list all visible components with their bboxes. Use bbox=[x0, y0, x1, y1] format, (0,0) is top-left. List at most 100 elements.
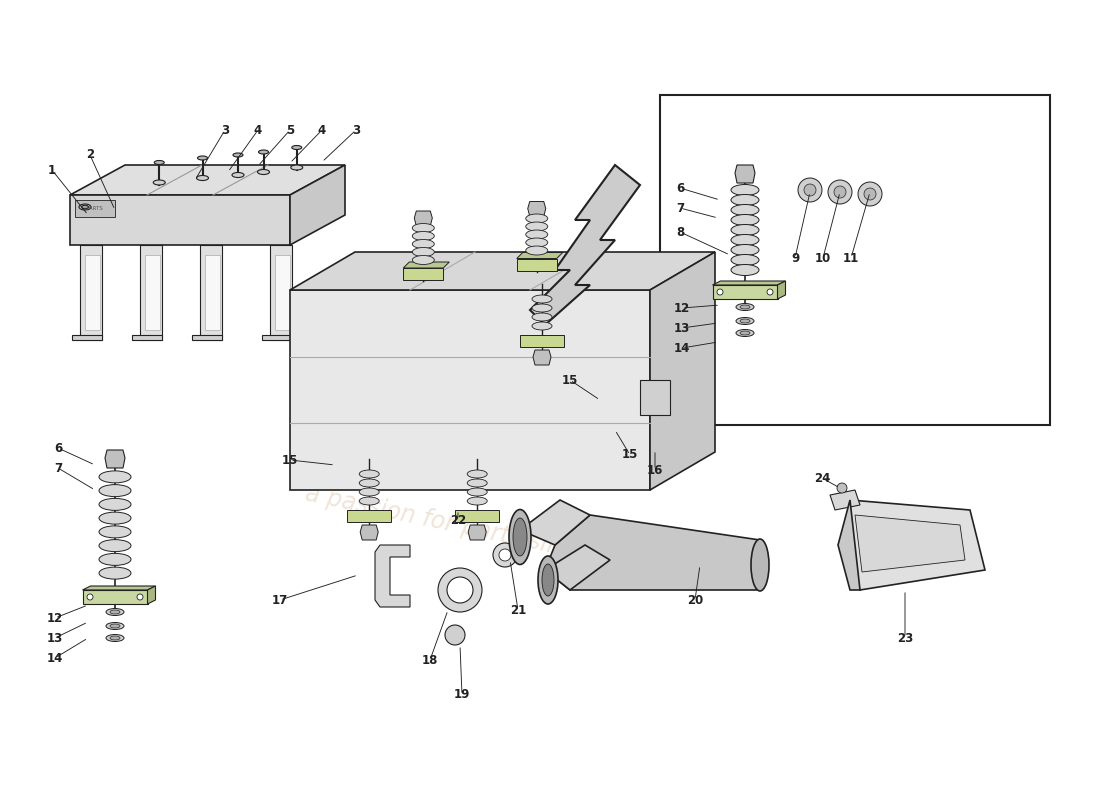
Text: 15: 15 bbox=[282, 454, 298, 466]
Ellipse shape bbox=[542, 564, 554, 596]
Circle shape bbox=[438, 568, 482, 612]
Ellipse shape bbox=[99, 471, 131, 483]
Text: 16: 16 bbox=[647, 463, 663, 477]
Polygon shape bbox=[850, 500, 984, 590]
Ellipse shape bbox=[110, 636, 120, 640]
Polygon shape bbox=[517, 258, 557, 270]
Ellipse shape bbox=[532, 304, 552, 312]
Bar bbox=[80, 245, 102, 340]
Text: 12: 12 bbox=[674, 302, 690, 314]
Ellipse shape bbox=[468, 479, 487, 487]
Circle shape bbox=[837, 483, 847, 493]
Bar bbox=[205, 255, 220, 330]
Ellipse shape bbox=[526, 222, 548, 231]
Polygon shape bbox=[415, 211, 432, 226]
Ellipse shape bbox=[106, 622, 124, 630]
Ellipse shape bbox=[153, 180, 165, 185]
Ellipse shape bbox=[257, 170, 270, 174]
Ellipse shape bbox=[526, 214, 548, 223]
Ellipse shape bbox=[538, 556, 558, 604]
Polygon shape bbox=[778, 281, 785, 299]
Polygon shape bbox=[713, 285, 778, 299]
Circle shape bbox=[717, 289, 723, 295]
Text: 12: 12 bbox=[47, 611, 63, 625]
Polygon shape bbox=[735, 165, 755, 183]
Text: 13: 13 bbox=[47, 631, 63, 645]
Bar bbox=[262, 335, 292, 340]
Bar bbox=[140, 245, 162, 340]
Ellipse shape bbox=[106, 634, 124, 642]
Text: a passion for parts since 1985: a passion for parts since 1985 bbox=[302, 481, 657, 579]
Ellipse shape bbox=[292, 146, 301, 150]
Polygon shape bbox=[534, 350, 551, 365]
Polygon shape bbox=[544, 515, 760, 590]
Text: 6: 6 bbox=[54, 442, 62, 454]
Polygon shape bbox=[348, 510, 392, 522]
Text: 6: 6 bbox=[675, 182, 684, 194]
Ellipse shape bbox=[509, 510, 531, 565]
Circle shape bbox=[493, 543, 517, 567]
Text: 3: 3 bbox=[352, 123, 360, 137]
Ellipse shape bbox=[732, 234, 759, 246]
Text: 22: 22 bbox=[450, 514, 466, 526]
Polygon shape bbox=[404, 268, 443, 280]
Ellipse shape bbox=[532, 295, 552, 303]
Text: 15: 15 bbox=[621, 449, 638, 462]
Ellipse shape bbox=[732, 254, 759, 266]
Text: 2: 2 bbox=[86, 149, 95, 162]
Polygon shape bbox=[104, 450, 125, 468]
Ellipse shape bbox=[751, 539, 769, 591]
Ellipse shape bbox=[81, 206, 88, 209]
Text: 1: 1 bbox=[48, 163, 56, 177]
Ellipse shape bbox=[526, 230, 548, 239]
Ellipse shape bbox=[99, 526, 131, 538]
Ellipse shape bbox=[99, 554, 131, 566]
Ellipse shape bbox=[736, 330, 754, 337]
Text: 3: 3 bbox=[221, 123, 229, 137]
Bar bbox=[132, 335, 162, 340]
Polygon shape bbox=[290, 165, 345, 245]
Polygon shape bbox=[290, 252, 715, 290]
Polygon shape bbox=[640, 380, 670, 415]
Ellipse shape bbox=[290, 165, 303, 170]
Text: 13: 13 bbox=[674, 322, 690, 334]
Polygon shape bbox=[360, 525, 378, 540]
Ellipse shape bbox=[468, 470, 487, 478]
Ellipse shape bbox=[412, 247, 434, 257]
Bar bbox=[200, 245, 222, 340]
Polygon shape bbox=[82, 590, 147, 604]
Text: 19: 19 bbox=[454, 689, 470, 702]
Ellipse shape bbox=[360, 470, 379, 478]
Ellipse shape bbox=[532, 322, 552, 330]
Text: 4: 4 bbox=[254, 123, 262, 137]
Ellipse shape bbox=[526, 246, 548, 255]
Polygon shape bbox=[455, 510, 499, 522]
Polygon shape bbox=[70, 195, 290, 245]
Text: eurobahn
parts: eurobahn parts bbox=[355, 296, 745, 444]
Ellipse shape bbox=[258, 150, 268, 154]
Ellipse shape bbox=[99, 567, 131, 579]
Circle shape bbox=[767, 289, 773, 295]
Polygon shape bbox=[713, 281, 785, 285]
Bar bbox=[145, 255, 160, 330]
Circle shape bbox=[499, 549, 512, 561]
Ellipse shape bbox=[468, 488, 487, 496]
Circle shape bbox=[864, 188, 876, 200]
Text: 9: 9 bbox=[791, 251, 799, 265]
Text: 23: 23 bbox=[896, 631, 913, 645]
Ellipse shape bbox=[99, 498, 131, 510]
Polygon shape bbox=[517, 253, 563, 258]
Text: 14: 14 bbox=[47, 651, 63, 665]
Polygon shape bbox=[147, 586, 155, 604]
Ellipse shape bbox=[360, 479, 379, 487]
Ellipse shape bbox=[154, 161, 164, 165]
Ellipse shape bbox=[740, 331, 750, 335]
Polygon shape bbox=[70, 165, 345, 195]
Circle shape bbox=[446, 625, 465, 645]
Circle shape bbox=[834, 186, 846, 198]
Text: 5: 5 bbox=[286, 123, 294, 137]
Ellipse shape bbox=[412, 231, 434, 241]
Ellipse shape bbox=[99, 512, 131, 524]
Circle shape bbox=[138, 594, 143, 600]
Polygon shape bbox=[520, 500, 590, 545]
